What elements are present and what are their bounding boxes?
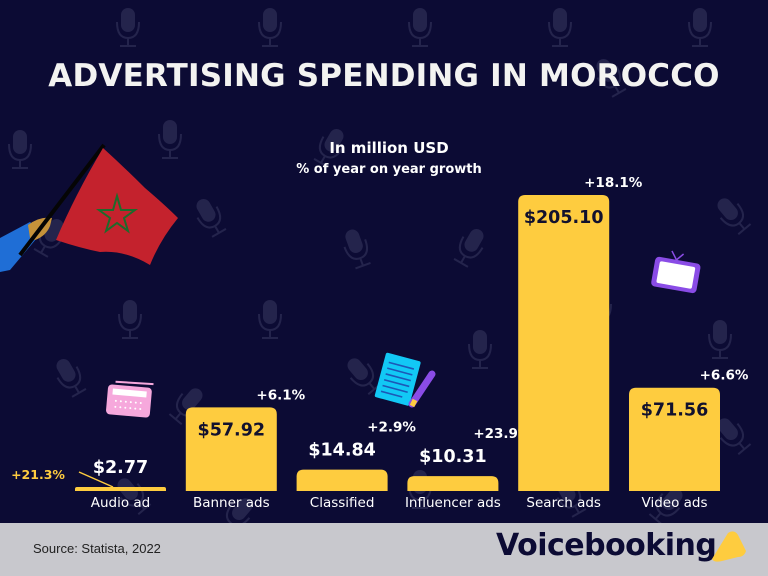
value-label: $2.77 (93, 458, 148, 478)
growth-label: +6.1% (256, 387, 305, 403)
value-label: $14.84 (308, 441, 376, 461)
bar-search-ads (518, 195, 610, 491)
chart-subtitle-growth: % of year on year growth (296, 162, 482, 177)
tv-icon (651, 250, 701, 294)
bar-classified (296, 469, 388, 491)
megaphone-icon (712, 531, 746, 562)
category-label: Influencer ads (405, 495, 501, 511)
category-label: Video ads (642, 495, 708, 511)
category-label: Search ads (526, 495, 601, 511)
growth-label: +2.9% (367, 420, 416, 436)
category-label: Classified (310, 495, 375, 511)
value-label: $205.10 (524, 208, 604, 228)
growth-label: +21.3% (11, 467, 65, 482)
bar-chart: Audio ad $2.77 +21.3% Banner ads $57.92 +6.1%… (11, 175, 749, 511)
category-label: Audio ad (91, 495, 151, 511)
growth-label: +23.9% (473, 426, 532, 442)
morocco-flag-icon (0, 143, 178, 272)
bar-video-ads (629, 387, 720, 491)
growth-label: +18.1% (584, 175, 643, 191)
growth-label: +6.6% (700, 368, 749, 384)
value-label: $10.31 (419, 447, 487, 467)
brand-logo: Voicebooking (496, 528, 717, 563)
bar-influencer-ads (407, 476, 499, 491)
bar-banner-ads (185, 407, 277, 491)
growth-leader-line (78, 471, 114, 488)
notepad-pencil-icon (374, 352, 436, 408)
chart-subtitle-units: In million USD (329, 139, 449, 157)
category-label: Banner ads (193, 495, 270, 511)
bar-audio-ad (75, 487, 166, 491)
source-caption: Source: Statista, 2022 (33, 541, 161, 556)
value-label: $71.56 (641, 401, 709, 421)
footer: Source: Statista, 2022 Voicebooking (0, 523, 768, 576)
page-title: ADVERTISING SPENDING IN MOROCCO (48, 58, 720, 94)
radio-icon (106, 380, 154, 418)
value-label: $57.92 (198, 420, 266, 440)
